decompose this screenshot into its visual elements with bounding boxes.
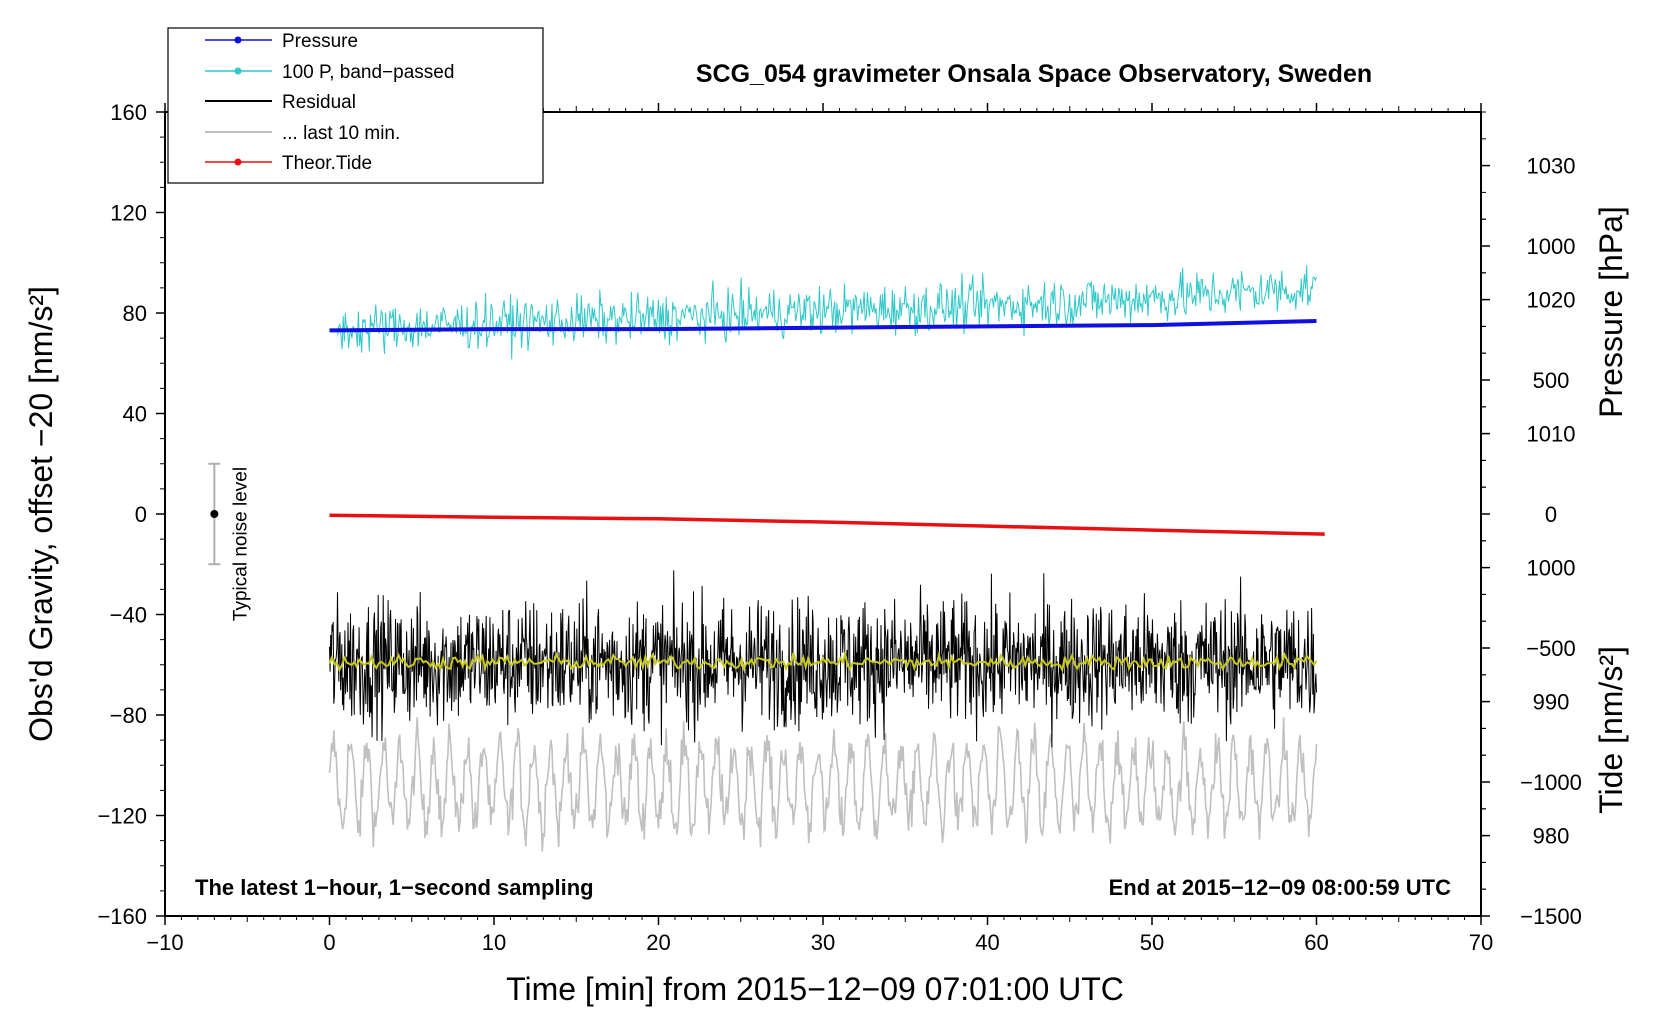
chart-title: SCG_054 gravimeter Onsala Space Observat…	[696, 60, 1372, 88]
pressure-tick-label: 1010	[1527, 422, 1576, 447]
series-theor-tide	[329, 513, 1325, 536]
legend-box	[167, 27, 544, 184]
series-pressure	[329, 319, 1317, 333]
series-band-passed	[337, 265, 1317, 360]
x-axis-title: Time [min] from 2015−12−09 07:01:00 UTC	[506, 971, 1124, 1007]
noise-label: Typical noise level	[230, 467, 251, 621]
legend-label-pressure: Pressure	[282, 31, 358, 52]
noise-marker: Typical noise level	[208, 462, 251, 621]
x-tick-label: 30	[811, 930, 835, 955]
tide-tick-label: 0	[1545, 502, 1557, 527]
x-tick-label: 50	[1140, 930, 1164, 955]
y-tick-label: −160	[97, 904, 147, 929]
series-last-10-min	[328, 717, 1318, 852]
annotation-right: End at 2015−12−09 08:00:59 UTC	[1109, 875, 1452, 900]
y-tick-label: −80	[110, 703, 147, 728]
x-tick-label: 70	[1469, 930, 1493, 955]
x-tick-label: 10	[482, 930, 506, 955]
y-tick-label: 120	[110, 201, 147, 226]
tide-tick-label: −1000	[1520, 770, 1582, 795]
legend-label-residual: Residual	[282, 92, 356, 113]
legend-label-bandpassed: 100 P, band−passed	[282, 62, 454, 83]
y-tick-label: −40	[110, 603, 147, 628]
x-tick-label: 20	[646, 930, 670, 955]
pressure-tick-label: 990	[1533, 690, 1570, 715]
pressure-tick-label: 1000	[1527, 556, 1576, 581]
y-tick-label: 160	[110, 100, 147, 125]
tide-tick-label: −500	[1526, 636, 1576, 661]
tide-tick-label: 500	[1533, 368, 1570, 393]
ticks-layer: −10 0 10 20 30 40 50 60 70−160−120−80−4004080120…	[97, 100, 1581, 955]
pressure-tick-label: 1020	[1527, 288, 1576, 313]
y-tick-label: 0	[135, 502, 147, 527]
annotation-left: The latest 1−hour, 1−second sampling	[195, 875, 594, 900]
tide-tick-label: 1000	[1527, 234, 1576, 259]
y-axis-title: Obs'd Gravity, offset −20 [nm/s²]	[23, 286, 59, 742]
series-residual-smoothed	[328, 650, 1318, 673]
legend-marker-tide	[234, 158, 242, 166]
x-tick-label: 60	[1304, 930, 1328, 955]
y-tick-label: 80	[123, 301, 147, 326]
legend-marker-pressure	[234, 36, 242, 44]
pressure-tick-label: 1030	[1527, 154, 1576, 179]
y-tick-label: −120	[97, 804, 147, 829]
pressure-axis-title: Pressure [hPa]	[1593, 206, 1629, 418]
legend: Pressure 100 P, band−passed Residual ...…	[167, 27, 544, 184]
legend-label-last10: ... last 10 min.	[282, 123, 400, 144]
pressure-tick-label: 980	[1533, 824, 1570, 849]
noise-dot	[210, 510, 219, 518]
tide-axis-title: Tide [nm/s²]	[1593, 646, 1629, 814]
legend-marker-bandpassed	[234, 67, 242, 75]
x-tick-label: 40	[975, 930, 999, 955]
y-tick-label: 40	[123, 402, 147, 427]
x-tick-label: 0	[323, 930, 335, 955]
legend-label-tide: Theor.Tide	[282, 153, 372, 174]
x-tick-label: −10	[146, 930, 183, 955]
series-layer	[328, 265, 1325, 852]
tide-tick-label: −1500	[1520, 904, 1582, 929]
